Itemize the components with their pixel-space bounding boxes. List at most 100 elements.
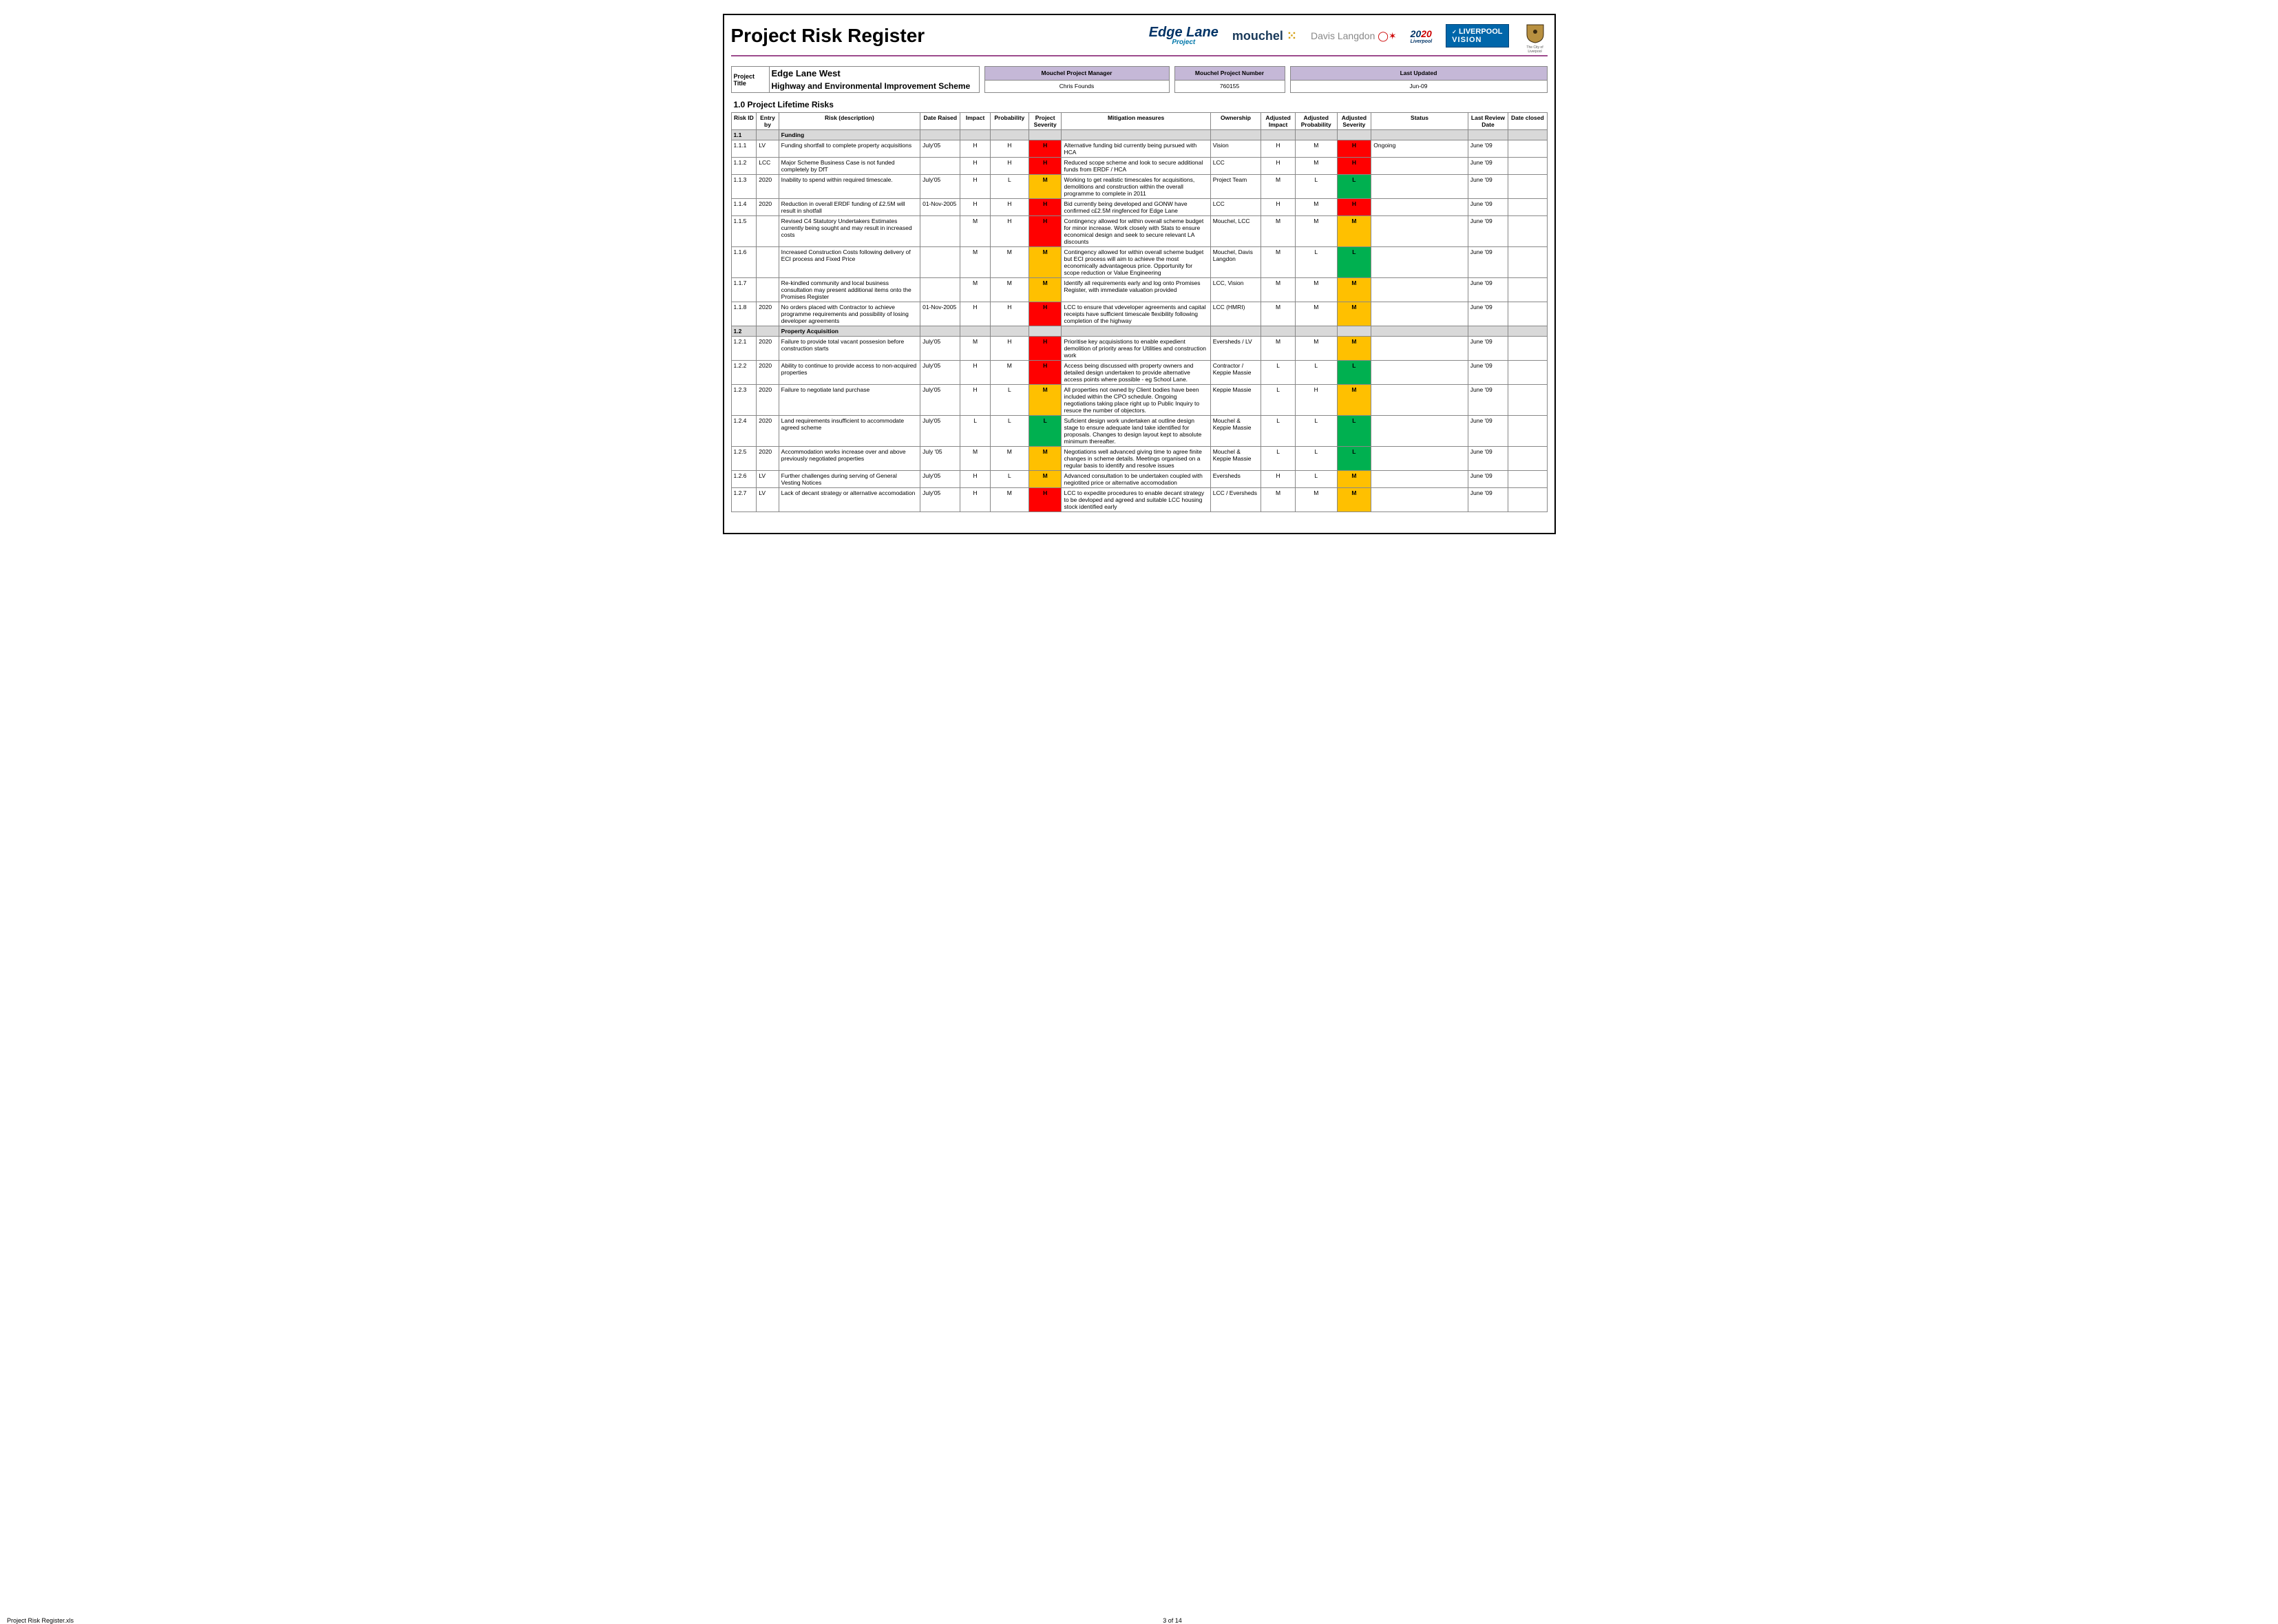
page-container: Project Risk Register Edge Lane Project …	[723, 14, 1556, 534]
impact: H	[960, 140, 990, 158]
probability: M	[990, 447, 1029, 471]
liverpool-vision-logo: ✓ LIVERPOOL VISION	[1446, 24, 1508, 48]
cell	[1210, 326, 1261, 337]
adj-probability: M	[1295, 488, 1337, 512]
review-date: June '09	[1468, 216, 1508, 247]
entry-by: LV	[757, 140, 779, 158]
risk-description: No orders placed with Contractor to achi…	[779, 302, 920, 326]
severity-cell: M	[1337, 471, 1371, 488]
page-footer: Project Risk Register.xls 3 of 14	[7, 1617, 2271, 1624]
risk-id: 1.1	[731, 130, 757, 140]
column-header: Status	[1371, 113, 1468, 130]
cell	[1337, 326, 1371, 337]
table-row: 1.2.22020Ability to continue to provide …	[731, 361, 1547, 385]
severity-cell: M	[1029, 247, 1062, 278]
risk-description: Land requirements insufficient to accomm…	[779, 416, 920, 447]
severity-cell: L	[1337, 361, 1371, 385]
adj-impact: H	[1261, 158, 1296, 175]
date-raised: July'05	[920, 416, 960, 447]
date-raised	[920, 247, 960, 278]
column-header: Adjusted Severity	[1337, 113, 1371, 130]
probability: M	[990, 247, 1029, 278]
adj-impact: M	[1261, 337, 1296, 361]
2020-second: 20	[1421, 28, 1432, 39]
cell	[1029, 326, 1062, 337]
adj-probability: M	[1295, 140, 1337, 158]
column-header: Last Review Date	[1468, 113, 1508, 130]
impact: H	[960, 175, 990, 199]
severity-cell: M	[1337, 337, 1371, 361]
cell	[1508, 326, 1547, 337]
risk-id: 1.1.3	[731, 175, 757, 199]
adj-probability: M	[1295, 199, 1337, 216]
cell	[990, 326, 1029, 337]
impact: M	[960, 337, 990, 361]
severity-cell: L	[1337, 175, 1371, 199]
davis-circle-icon: ◯✶	[1378, 30, 1396, 41]
table-row: 1.1.42020Reduction in overall ERDF fundi…	[731, 199, 1547, 216]
adj-probability: H	[1295, 385, 1337, 416]
entry-by	[757, 247, 779, 278]
date-closed	[1508, 337, 1547, 361]
entry-by: 2020	[757, 361, 779, 385]
entry-by: 2020	[757, 175, 779, 199]
date-closed	[1508, 247, 1547, 278]
severity-cell: M	[1337, 302, 1371, 326]
mitigation: Negotiations well advanced giving time t…	[1062, 447, 1210, 471]
entry-by: 2020	[757, 447, 779, 471]
review-date: June '09	[1468, 337, 1508, 361]
ownership: Mouchel, Davis Langdon	[1210, 247, 1261, 278]
mitigation: Alternative funding bid currently being …	[1062, 140, 1210, 158]
date-raised: July'05	[920, 337, 960, 361]
vision-check-icon: ✓	[1452, 29, 1457, 35]
severity-cell: M	[1029, 447, 1062, 471]
review-date: June '09	[1468, 158, 1508, 175]
status	[1371, 471, 1468, 488]
severity-cell: M	[1337, 488, 1371, 512]
severity-cell: H	[1029, 337, 1062, 361]
probability: H	[990, 199, 1029, 216]
group-desc: Property Acquisition	[779, 326, 920, 337]
updated-label: Last Updated	[1290, 67, 1547, 81]
adj-impact: L	[1261, 385, 1296, 416]
column-header: Risk ID	[731, 113, 757, 130]
mouchel-text: mouchel	[1232, 29, 1283, 43]
table-row: 1.2.42020Land requirements insufficient …	[731, 416, 1547, 447]
impact: M	[960, 216, 990, 247]
risk-description: Lack of decant strategy or alternative a…	[779, 488, 920, 512]
cell	[990, 130, 1029, 140]
ownership: Mouchel & Keppie Massie	[1210, 447, 1261, 471]
status	[1371, 302, 1468, 326]
adj-impact: L	[1261, 361, 1296, 385]
table-row: 1.1.5Revised C4 Statutory Undertakers Es…	[731, 216, 1547, 247]
adj-impact: H	[1261, 471, 1296, 488]
severity-cell: H	[1029, 361, 1062, 385]
project-title-label: Project Title	[731, 67, 769, 93]
entry-by: LCC	[757, 158, 779, 175]
date-closed	[1508, 302, 1547, 326]
status	[1371, 175, 1468, 199]
date-raised	[920, 158, 960, 175]
risk-id: 1.1.6	[731, 247, 757, 278]
project-subtitle: Highway and Environmental Improvement Sc…	[769, 80, 979, 93]
adj-impact: M	[1261, 175, 1296, 199]
entry-by: 2020	[757, 337, 779, 361]
probability: L	[990, 416, 1029, 447]
probability: L	[990, 385, 1029, 416]
mouchel-logo: mouchel ⁙	[1232, 29, 1297, 43]
entry-by: 2020	[757, 416, 779, 447]
table-row: 1.2.6LVFurther challenges during serving…	[731, 471, 1547, 488]
cell	[960, 130, 990, 140]
severity-cell: M	[1029, 471, 1062, 488]
risk-id: 1.1.5	[731, 216, 757, 247]
date-closed	[1508, 278, 1547, 302]
ownership: Mouchel, LCC	[1210, 216, 1261, 247]
adj-probability: M	[1295, 302, 1337, 326]
cell	[1261, 130, 1296, 140]
table-row: 1.1Funding	[731, 130, 1547, 140]
vision-bot: VISION	[1452, 36, 1481, 44]
table-row: 1.2.12020Failure to provide total vacant…	[731, 337, 1547, 361]
entry-by: LV	[757, 471, 779, 488]
table-row: 1.2.32020Failure to negotiate land purch…	[731, 385, 1547, 416]
review-date: June '09	[1468, 199, 1508, 216]
